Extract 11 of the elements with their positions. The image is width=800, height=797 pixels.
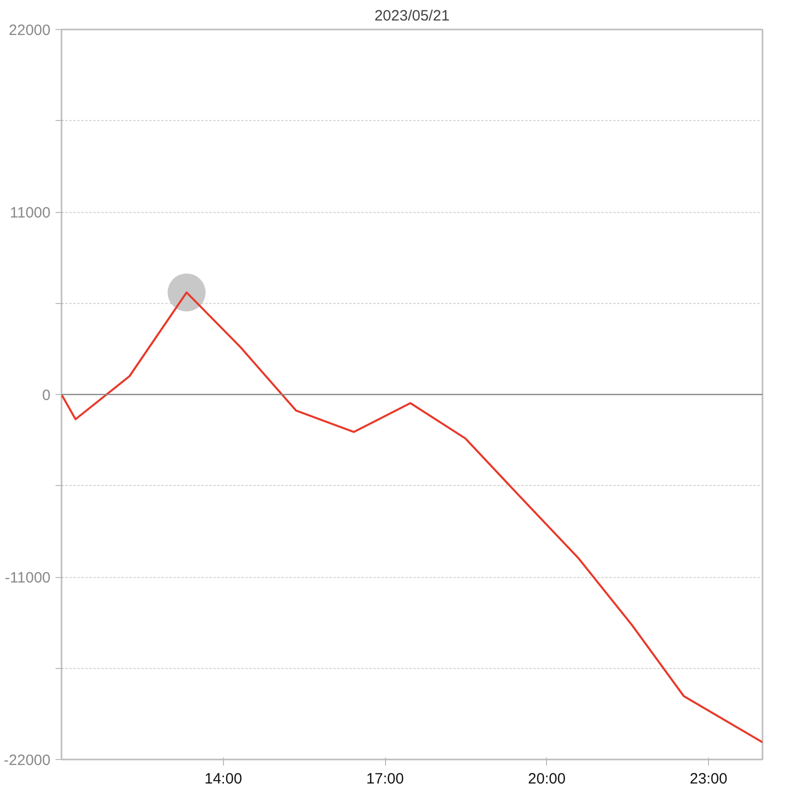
x-tick-label: 17:00 bbox=[366, 770, 404, 788]
chart-title: 2023/05/21 bbox=[374, 8, 450, 24]
y-tick-label: -22000 bbox=[4, 752, 51, 769]
y-tick-label: 0 bbox=[42, 387, 50, 404]
x-tick-label: 23:00 bbox=[690, 770, 728, 788]
y-tick-label: -11000 bbox=[4, 570, 50, 586]
x-tick-label: 14:00 bbox=[204, 770, 242, 788]
x-tick-label: 20:00 bbox=[528, 770, 566, 788]
y-tick-label: 11000 bbox=[10, 204, 51, 222]
y-tick-label: 22000 bbox=[8, 22, 51, 39]
line-series bbox=[62, 291, 762, 744]
